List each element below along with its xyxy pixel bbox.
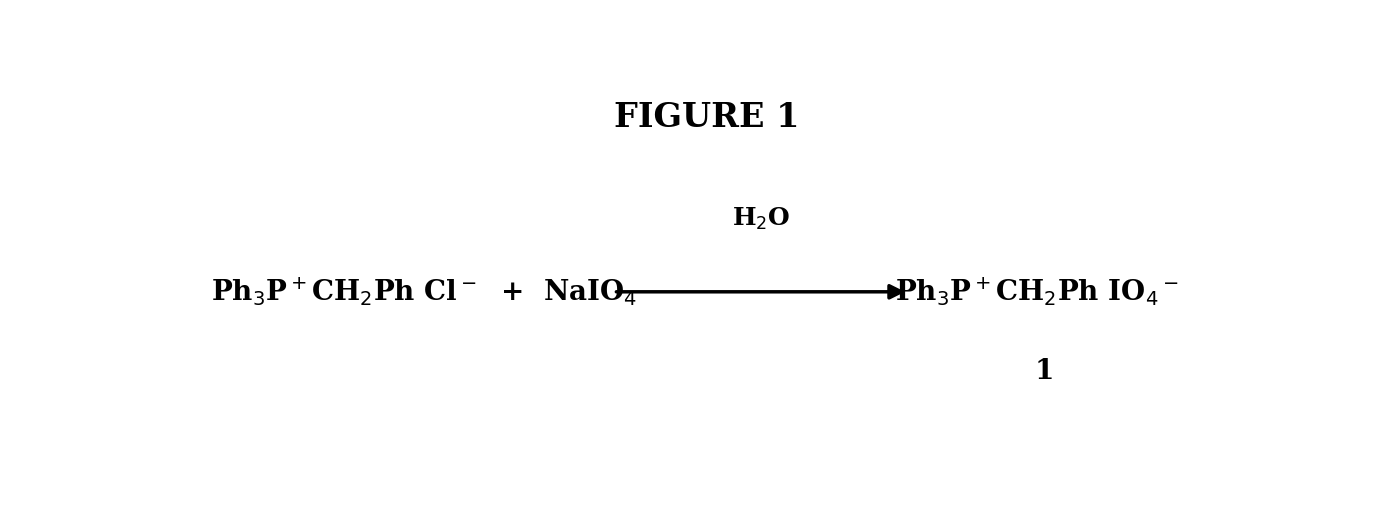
Text: 1: 1 <box>1035 357 1054 385</box>
Text: H$_2$O: H$_2$O <box>731 206 789 232</box>
Text: Ph$_3$P$^+$CH$_2$Ph IO$_4$$^-$: Ph$_3$P$^+$CH$_2$Ph IO$_4$$^-$ <box>894 276 1179 308</box>
Text: FIGURE 1: FIGURE 1 <box>614 101 800 134</box>
Text: Ph$_3$P$^+$CH$_2$Ph Cl$^-$  +  NaIO$_4$: Ph$_3$P$^+$CH$_2$Ph Cl$^-$ + NaIO$_4$ <box>211 276 638 308</box>
